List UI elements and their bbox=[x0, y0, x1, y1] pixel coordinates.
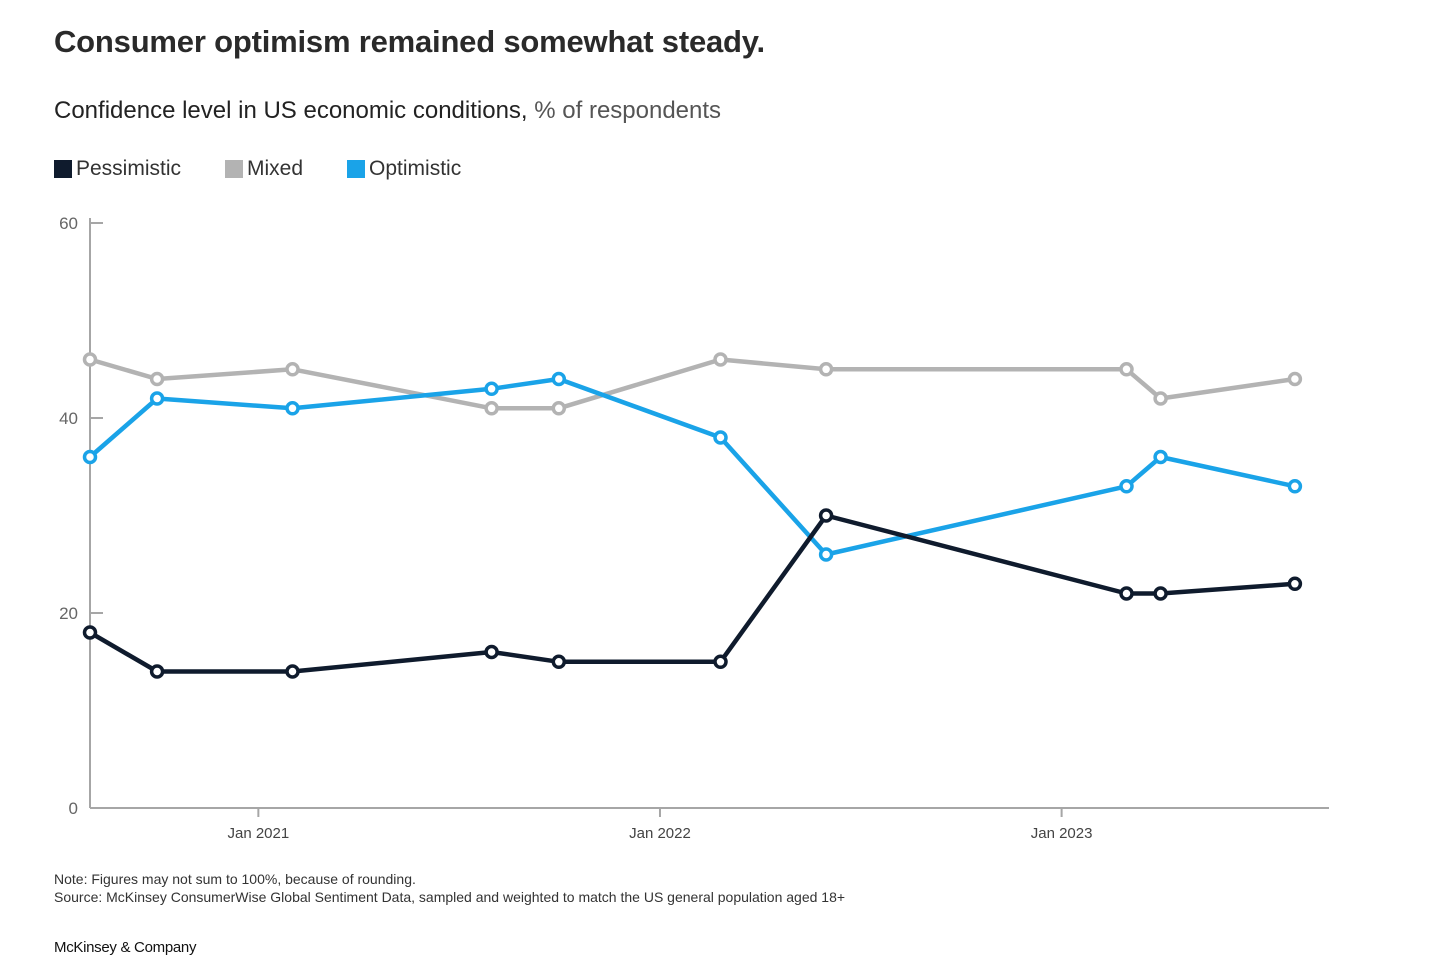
source-text: Source: McKinsey ConsumerWise Global Sen… bbox=[54, 889, 846, 905]
data-point-optimistic-9 bbox=[1287, 479, 1303, 494]
data-point-mixed-3 bbox=[484, 401, 499, 416]
data-point-optimistic-2 bbox=[285, 401, 300, 416]
y-tick-label-40: 40 bbox=[59, 409, 78, 428]
legend-item-mixed: Mixed bbox=[225, 157, 303, 181]
data-point-mixed-1 bbox=[149, 371, 165, 387]
subtitle-main: Confidence level in US economic conditio… bbox=[54, 97, 528, 124]
data-point-mixed-9 bbox=[1287, 371, 1303, 387]
data-point-optimistic-4 bbox=[551, 371, 567, 387]
data-point-optimistic-0 bbox=[82, 449, 98, 465]
data-point-mixed-2 bbox=[285, 362, 300, 377]
y-tick-label-60: 60 bbox=[59, 214, 78, 233]
series-line-pessimistic bbox=[87, 513, 1298, 674]
legend-item-optimistic: Optimistic bbox=[347, 157, 461, 181]
data-point-pessimistic-2 bbox=[285, 664, 300, 679]
data-point-mixed-0 bbox=[82, 352, 98, 367]
series-line-optimistic bbox=[87, 376, 1298, 557]
data-point-mixed-4 bbox=[551, 401, 567, 416]
x-tick-label-2: Jan 2023 bbox=[1031, 825, 1093, 842]
data-point-optimistic-8 bbox=[1153, 449, 1168, 465]
data-point-pessimistic-9 bbox=[1287, 576, 1303, 592]
legend-swatch-mixed bbox=[225, 160, 244, 178]
data-point-pessimistic-6 bbox=[818, 508, 834, 523]
note-text: Note: Figures may not sum to 100%, becau… bbox=[54, 871, 416, 887]
data-point-mixed-5 bbox=[713, 352, 728, 367]
data-point-mixed-7 bbox=[1119, 362, 1134, 377]
x-tick-label-0: Jan 2021 bbox=[227, 825, 289, 842]
legend: Pessimistic Mixed Optimistic bbox=[54, 157, 505, 181]
data-point-pessimistic-3 bbox=[484, 644, 499, 660]
legend-label-optimistic: Optimistic bbox=[369, 157, 462, 180]
data-point-pessimistic-7 bbox=[1119, 586, 1134, 601]
chart-notes: Note: Figures may not sum to 100%, becau… bbox=[54, 870, 845, 906]
series-line-mixed bbox=[87, 357, 1298, 411]
data-point-optimistic-1 bbox=[149, 391, 165, 406]
data-point-optimistic-6 bbox=[818, 547, 834, 562]
data-point-pessimistic-8 bbox=[1153, 586, 1168, 601]
data-point-optimistic-5 bbox=[713, 430, 728, 445]
subtitle-unit: % of respondents bbox=[527, 97, 722, 124]
legend-swatch-pessimistic bbox=[54, 160, 72, 178]
data-point-pessimistic-4 bbox=[551, 654, 567, 670]
data-point-pessimistic-1 bbox=[149, 664, 165, 679]
data-point-pessimistic-5 bbox=[713, 654, 728, 670]
brand-logo-text: McKinsey & Company bbox=[54, 939, 197, 956]
data-point-pessimistic-0 bbox=[82, 625, 98, 640]
data-point-mixed-6 bbox=[818, 362, 834, 377]
line-chart: 0 20 40 60 Jan 2021 Jan 2022 Jan 2023 bbox=[59, 214, 1329, 842]
x-tick-label-1: Jan 2022 bbox=[629, 825, 691, 842]
data-point-mixed-8 bbox=[1153, 391, 1168, 406]
legend-item-pessimistic: Pessimistic bbox=[54, 157, 181, 181]
chart-title: Consumer optimism remained somewhat stea… bbox=[54, 24, 765, 59]
y-tick-label-0: 0 bbox=[69, 799, 78, 818]
legend-swatch-optimistic bbox=[347, 160, 366, 178]
chart-subtitle: Confidence level in US economic conditio… bbox=[54, 97, 721, 125]
legend-label-pessimistic: Pessimistic bbox=[76, 157, 182, 180]
legend-label-mixed: Mixed bbox=[247, 157, 304, 180]
data-point-optimistic-3 bbox=[484, 381, 499, 397]
data-point-optimistic-7 bbox=[1119, 479, 1134, 494]
y-tick-label-20: 20 bbox=[59, 604, 78, 623]
